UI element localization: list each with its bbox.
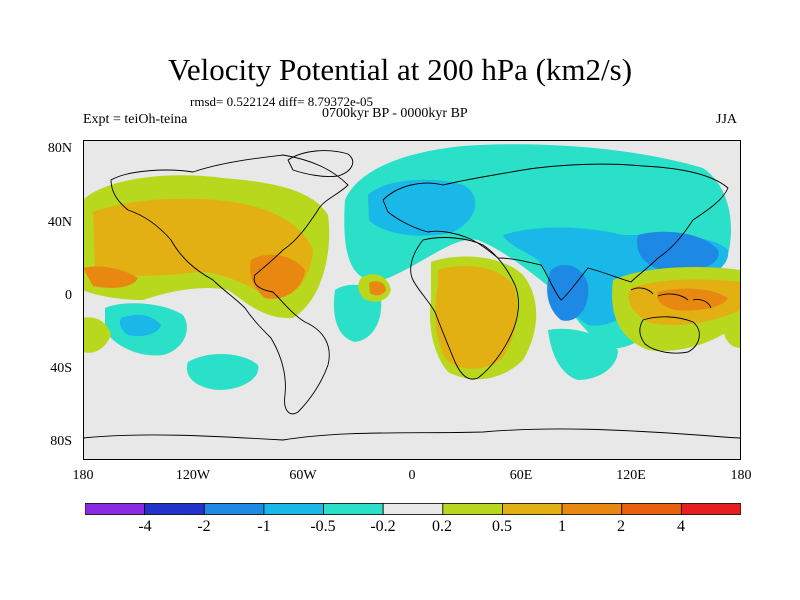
colorbar-label-7: 0.5 <box>492 518 512 535</box>
colorbar-boxes <box>85 503 741 515</box>
lon-label-180w: 180 <box>72 468 94 483</box>
season-label: JJA <box>716 112 738 127</box>
positive-region-west-africa-strong <box>369 281 386 296</box>
statistics-label: rmsd= 0.522124 diff= 8.79372e-05 <box>190 94 374 109</box>
coastline-americas <box>110 154 349 415</box>
negative-region-south-pacific-mid <box>119 314 161 337</box>
colorbar-box-7 <box>442 503 503 515</box>
contour-fill-layer <box>83 144 741 390</box>
coastline-greenland <box>287 150 354 177</box>
negative-region-south-pacific-2 <box>186 354 259 390</box>
colorbar-label-2: -2 <box>197 518 211 535</box>
colorbar-box-1 <box>85 503 146 515</box>
positive-region-caribbean-strong <box>250 254 305 299</box>
lon-label-120e: 120E <box>616 468 646 483</box>
colorbar-box-2 <box>144 503 205 515</box>
colorbar-label-3: -1 <box>257 518 271 535</box>
colorbar-label-6: 0.2 <box>432 518 452 535</box>
lat-label-eq: 0 <box>65 288 72 303</box>
colorbar-label-8: 1 <box>558 518 566 535</box>
lat-label-80s: 80S <box>50 434 72 449</box>
lon-label-120w: 120W <box>175 468 211 483</box>
colorbar-box-8 <box>502 503 563 515</box>
colorbar-box-6 <box>382 503 444 515</box>
map-title: Velocity Potential at 200 hPa (km2/s) <box>167 52 633 87</box>
negative-region-east-asia-strong <box>637 231 719 272</box>
positive-region-africa-mid <box>435 265 518 369</box>
colorbar-label-9: 2 <box>617 518 625 535</box>
positive-region-south-pacific-east <box>722 317 741 348</box>
colorbar-box-11 <box>680 503 741 515</box>
velocity-potential-map <box>83 140 741 460</box>
colorbar-box-10 <box>621 503 682 515</box>
colorbar-box-4 <box>263 503 324 515</box>
colorbar-box-3 <box>203 503 265 515</box>
coastline-australia <box>639 316 700 354</box>
coastline-layer <box>83 150 741 441</box>
colorbar-label-4: -0.5 <box>310 518 336 535</box>
period-label: 0700kyr BP - 0000kyr BP <box>322 106 468 121</box>
lon-label-0: 0 <box>408 468 416 483</box>
experiment-label: Expt = teiOh-teina <box>83 112 188 127</box>
colorbar <box>85 503 741 515</box>
colorbar-label-1: -4 <box>138 518 152 535</box>
colorbar-label-10: 4 <box>677 518 685 535</box>
colorbar-label-5: -0.2 <box>370 518 396 535</box>
lat-label-40s: 40S <box>50 361 72 376</box>
coastline-antarctica <box>83 428 741 441</box>
colorbar-box-5 <box>323 503 384 515</box>
positive-region-pacific-strong <box>83 266 138 288</box>
coastline-maritime-islands <box>630 287 712 309</box>
lon-label-60e: 60E <box>509 468 533 483</box>
negative-region-europe-mid <box>368 179 476 236</box>
lon-label-180e: 180 <box>730 468 752 483</box>
map-frame <box>83 140 741 460</box>
colorbar-box-9 <box>561 503 623 515</box>
negative-region-indian-ocean <box>548 328 618 380</box>
lat-label-80n: 80N <box>47 141 72 156</box>
lon-label-60w: 60W <box>289 468 317 483</box>
positive-region-south-pacific-west <box>83 317 111 353</box>
coastline-africa <box>410 237 519 380</box>
lat-label-40n: 40N <box>47 215 72 230</box>
